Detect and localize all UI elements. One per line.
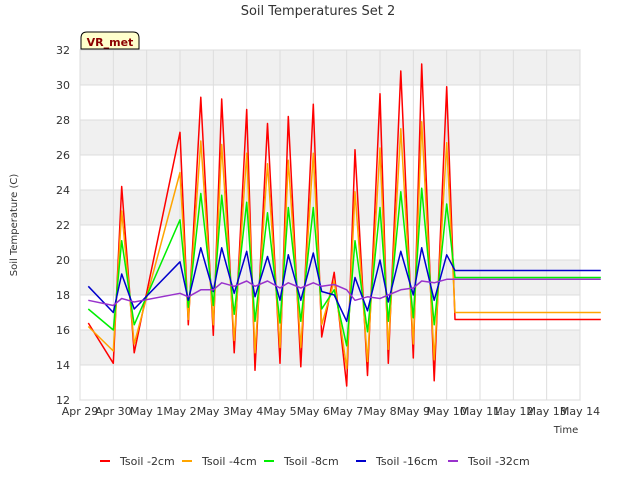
x-tick-label: May 1 [130,405,163,418]
y-tick-label: 14 [56,359,70,372]
plot-band [80,50,580,85]
legend-label: Tsoil -16cm [375,455,438,468]
y-tick-label: 18 [56,289,70,302]
x-tick-label: May 13 [527,405,567,418]
plot-band [80,120,580,155]
series-line-tsoil-2cm [87,63,601,387]
plot-band [80,330,580,365]
x-tick-label: May 12 [493,405,533,418]
x-tick-label: May 3 [197,405,230,418]
legend-label: Tsoil -32cm [467,455,530,468]
x-tick-label: May 8 [363,405,396,418]
y-axis-label: Soil Temperature (C) [9,174,20,277]
series-line-tsoil-8cm [87,187,601,347]
x-tick-label: May 6 [297,405,330,418]
y-tick-label: 30 [56,79,70,92]
y-tick-label: 28 [56,114,70,127]
y-tick-label: 12 [56,394,70,407]
y-tick-label: 26 [56,149,70,162]
y-tick-label: 20 [56,254,70,267]
legend-label: Tsoil -4cm [201,455,257,468]
series-line-tsoil-4cm [87,121,601,370]
x-tick-label: May 2 [163,405,196,418]
y-tick-label: 32 [56,44,70,57]
badge-label: VR_met [87,36,134,49]
x-tick-label: May 10 [427,405,467,418]
x-tick-label: May 4 [230,405,263,418]
x-tick-label: Apr 29 [62,405,99,418]
series-line-tsoil-16cm [87,247,601,323]
x-tick-label: May 11 [460,405,500,418]
y-tick-label: 24 [56,184,70,197]
x-tick-label: May 14 [560,405,600,418]
vr-met-badge: VR_met [80,31,140,50]
x-tick-label: Apr 30 [95,405,132,418]
plot-band [80,190,580,225]
y-tick-label: 16 [56,324,70,337]
series-lines [87,63,601,387]
x-axis-label: Time [553,425,578,436]
series-line-tsoil-32cm [88,278,601,307]
chart-title: Soil Temperatures Set 2 [241,4,396,19]
legend: Tsoil -2cm Tsoil -4cm Tsoil -8cm Tsoil -16c… [100,455,530,468]
legend-label: Tsoil -8cm [283,455,339,468]
x-tick-label: May 5 [263,405,296,418]
x-tick-label: May 9 [397,405,430,418]
legend-label: Tsoil -2cm [119,455,175,468]
y-tick-label: 22 [56,219,70,232]
y-axis-ticks: 12 14 16 18 20 22 24 26 28 30 32 [56,44,70,407]
x-tick-label: May 7 [330,405,363,418]
